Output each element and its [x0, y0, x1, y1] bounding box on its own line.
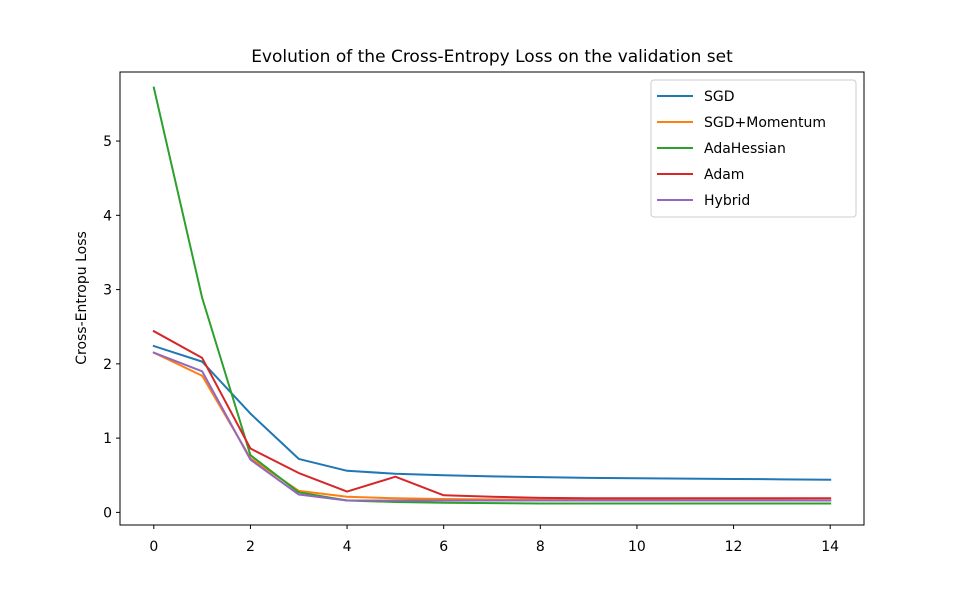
y-tick-label: 0: [103, 505, 112, 521]
series-lines: [152, 86, 832, 505]
series-line-adahessian: [152, 86, 832, 505]
legend-label: AdaHessian: [704, 141, 786, 157]
x-tick-label: 0: [149, 539, 158, 555]
legend-label: SGD+Momentum: [704, 115, 826, 131]
legend-label: SGD: [704, 89, 735, 105]
x-tick-label: 8: [536, 539, 545, 555]
x-tick-label: 4: [343, 539, 352, 555]
legend: SGD SGD+Momentum AdaHessian Adam Hybrid: [650, 79, 857, 218]
series-line-adam: [152, 329, 832, 500]
y-tick-label: 2: [103, 357, 112, 373]
legend-label: Hybrid: [704, 193, 750, 209]
x-tick-label: 2: [246, 539, 255, 555]
y-axis-label: Cross-Entropu Loss: [74, 231, 90, 365]
plot-frame: [119, 71, 865, 526]
series-line-sgd: [152, 344, 832, 481]
y-tick-label: 5: [103, 134, 112, 150]
series-line-hybrid: [152, 351, 832, 502]
x-tick-label: 6: [439, 539, 448, 555]
y-tick-label: 4: [103, 208, 112, 224]
y-tick-label: 3: [103, 283, 112, 299]
x-tick-label: 10: [628, 539, 646, 555]
x-tick-label: 12: [725, 539, 743, 555]
chart-title: Evolution of the Cross-Entropy Loss on t…: [251, 47, 733, 67]
legend-box: [650, 79, 857, 218]
y-tick-label: 1: [103, 431, 112, 447]
legend-label: Adam: [704, 167, 744, 183]
x-tick-label: 14: [821, 539, 839, 555]
